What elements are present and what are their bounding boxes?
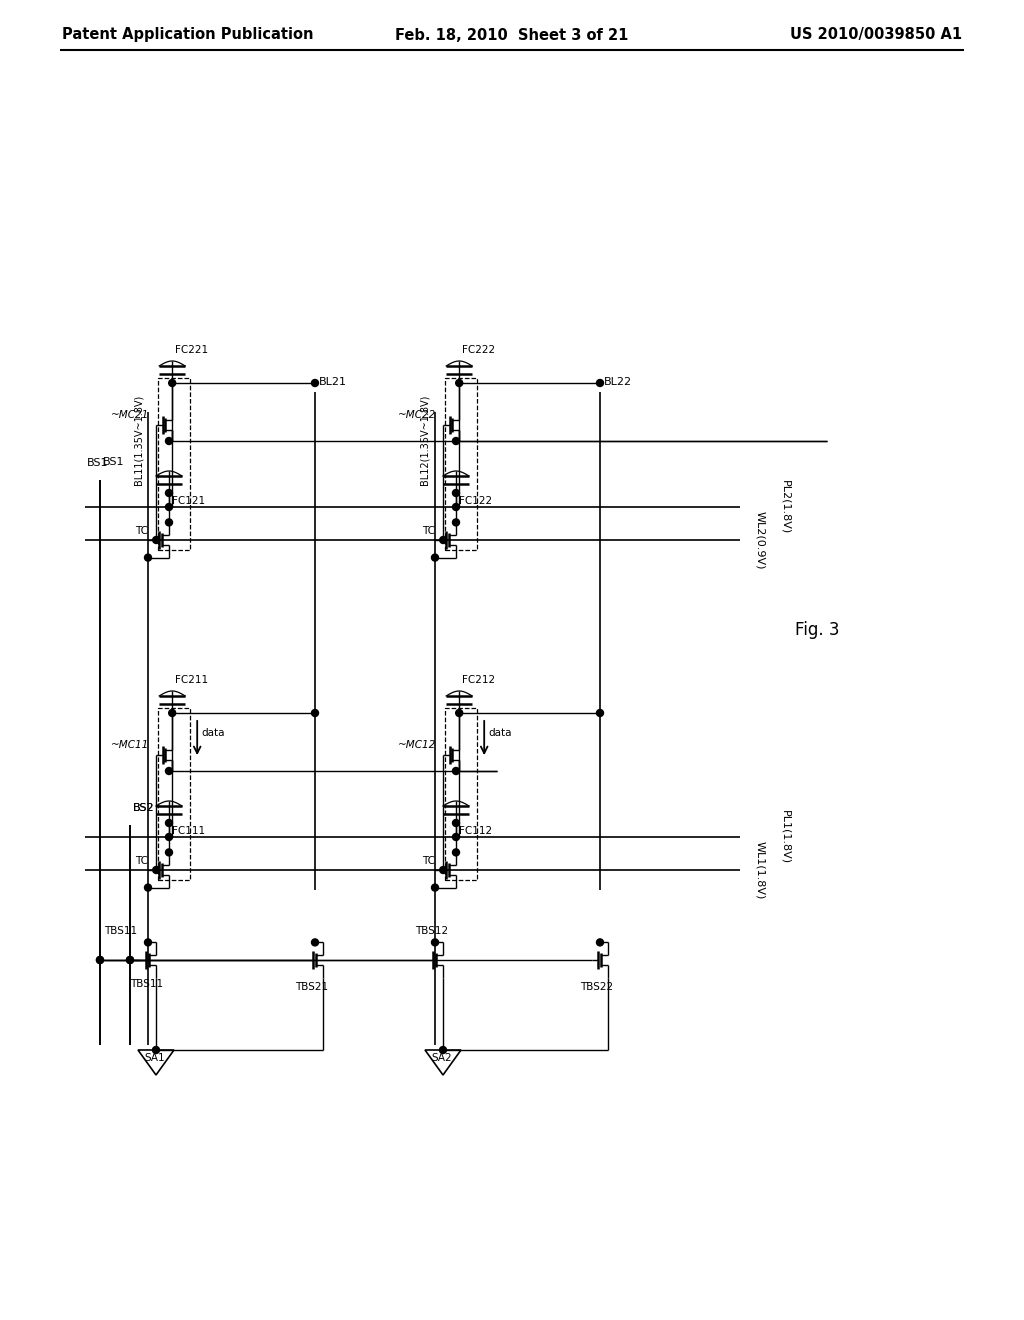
- Circle shape: [453, 519, 460, 525]
- Circle shape: [439, 536, 446, 544]
- Circle shape: [96, 957, 103, 964]
- Circle shape: [169, 710, 176, 717]
- Text: WL2(0.9V): WL2(0.9V): [755, 511, 765, 569]
- Text: ~MC12: ~MC12: [398, 741, 436, 750]
- Circle shape: [453, 820, 460, 826]
- Circle shape: [439, 1047, 446, 1053]
- Text: ~MC11: ~MC11: [112, 741, 150, 750]
- Bar: [158, 708, 190, 879]
- Text: PL1(1.8V): PL1(1.8V): [780, 810, 790, 865]
- Circle shape: [453, 833, 460, 841]
- Text: Feb. 18, 2010  Sheet 3 of 21: Feb. 18, 2010 Sheet 3 of 21: [395, 28, 629, 42]
- Bar: [444, 378, 477, 549]
- Text: TC: TC: [135, 855, 148, 866]
- Circle shape: [166, 437, 172, 445]
- Text: data: data: [488, 729, 512, 738]
- Text: Fig. 3: Fig. 3: [795, 620, 840, 639]
- Text: BS1: BS1: [103, 457, 125, 467]
- Circle shape: [453, 437, 460, 445]
- Text: FC112: FC112: [459, 826, 493, 836]
- Text: BL21: BL21: [319, 378, 347, 387]
- Text: FC222: FC222: [462, 345, 496, 355]
- Circle shape: [144, 554, 152, 561]
- Circle shape: [431, 554, 438, 561]
- Circle shape: [597, 939, 603, 946]
- Text: FC122: FC122: [459, 496, 493, 506]
- Circle shape: [456, 710, 463, 717]
- Text: TBS21: TBS21: [296, 982, 329, 993]
- Circle shape: [166, 767, 172, 775]
- Text: SA1: SA1: [144, 1053, 165, 1063]
- Text: TC: TC: [422, 855, 435, 866]
- Text: US 2010/0039850 A1: US 2010/0039850 A1: [790, 28, 962, 42]
- Circle shape: [166, 519, 172, 525]
- Circle shape: [96, 957, 103, 964]
- Circle shape: [311, 939, 318, 946]
- Text: BS1: BS1: [87, 458, 109, 469]
- Text: TC: TC: [135, 525, 148, 536]
- Circle shape: [431, 884, 438, 891]
- Circle shape: [166, 833, 172, 841]
- Text: TBS11: TBS11: [130, 979, 163, 989]
- Text: BL22: BL22: [604, 378, 632, 387]
- Circle shape: [127, 957, 133, 964]
- Text: Patent Application Publication: Patent Application Publication: [62, 28, 313, 42]
- Text: TBS12: TBS12: [416, 927, 449, 936]
- Circle shape: [311, 710, 318, 717]
- Circle shape: [453, 490, 460, 496]
- Circle shape: [166, 503, 172, 511]
- Text: TC: TC: [422, 525, 435, 536]
- Circle shape: [453, 849, 460, 855]
- Bar: [158, 378, 190, 549]
- Circle shape: [166, 849, 172, 855]
- Text: BS2: BS2: [133, 803, 155, 813]
- Circle shape: [153, 1047, 160, 1053]
- Text: BS2: BS2: [133, 803, 155, 813]
- Text: FC221: FC221: [175, 345, 208, 355]
- Circle shape: [311, 380, 318, 387]
- Circle shape: [169, 380, 176, 387]
- Bar: [444, 708, 477, 879]
- Text: BL11(1.35V~1.8V): BL11(1.35V~1.8V): [133, 395, 143, 486]
- Circle shape: [153, 536, 160, 544]
- Text: TBS22: TBS22: [581, 982, 613, 993]
- Circle shape: [153, 866, 160, 874]
- Circle shape: [127, 957, 133, 964]
- Circle shape: [431, 939, 438, 946]
- Text: data: data: [201, 729, 224, 738]
- Text: ~MC21: ~MC21: [112, 411, 150, 420]
- Circle shape: [144, 884, 152, 891]
- Circle shape: [144, 939, 152, 946]
- Circle shape: [456, 380, 463, 387]
- Circle shape: [453, 767, 460, 775]
- Text: BL12(1.35V~1.8V): BL12(1.35V~1.8V): [420, 395, 430, 486]
- Text: FC212: FC212: [462, 675, 496, 685]
- Circle shape: [597, 710, 603, 717]
- Circle shape: [453, 503, 460, 511]
- Text: FC211: FC211: [175, 675, 208, 685]
- Circle shape: [166, 820, 172, 826]
- Text: FC121: FC121: [172, 496, 205, 506]
- Circle shape: [597, 380, 603, 387]
- Circle shape: [439, 866, 446, 874]
- Text: PL2(1.8V): PL2(1.8V): [780, 480, 790, 535]
- Text: SA2: SA2: [431, 1053, 452, 1063]
- Text: TBS11: TBS11: [103, 927, 137, 936]
- Text: FC111: FC111: [172, 826, 205, 836]
- Text: WL1(1.8V): WL1(1.8V): [755, 841, 765, 899]
- Text: ~MC22: ~MC22: [398, 411, 436, 420]
- Circle shape: [166, 490, 172, 496]
